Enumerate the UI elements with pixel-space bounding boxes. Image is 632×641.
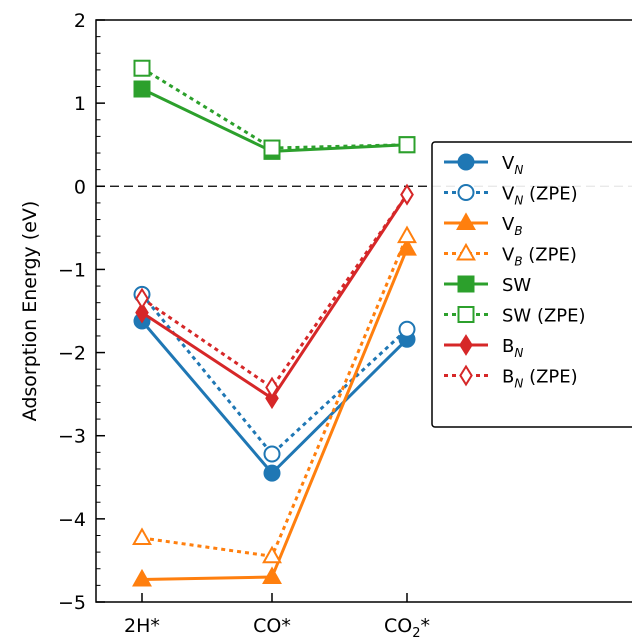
legend-entry-5: SW (ZPE) [444,306,586,327]
diamond-marker [459,364,473,387]
series-1 [133,285,416,463]
y-tick-label: −4 [58,509,86,531]
legend-label-subscript: N [514,194,523,208]
legend-entry-1: VN (ZPE) [444,184,578,208]
circle-marker [457,184,475,201]
legend-label-name: V [502,153,515,174]
square-marker [457,275,475,293]
legend-label-name: V [502,245,515,266]
legend-label-name: SW [502,275,531,296]
legend-label-suffix: (ZPE) [523,184,577,205]
legend-label: VN (ZPE) [502,184,578,208]
triangle-marker [132,568,152,587]
legend-label-subscript: B [514,255,522,269]
legend-label-name: B [502,367,514,388]
legend-entry-7: BN (ZPE) [444,364,578,391]
series-layer [132,59,417,587]
x-tick-label-subscript: 2 [412,626,420,641]
y-tick-label: −5 [58,592,86,614]
circle-marker [457,153,475,171]
legend-label-subscript: N [514,377,523,391]
y-axis-label: Adsorption Energy (eV) [19,201,41,422]
y-tick-label: −2 [58,343,86,365]
circle-marker [398,320,416,338]
x-tick-label-3: CO2* [384,615,430,641]
legend-label: VB (ZPE) [502,245,577,269]
series-2 [132,237,417,587]
legend-label: VB [502,214,523,238]
y-tick-label: −1 [58,259,86,281]
y-tick-label: 1 [74,93,86,115]
x-tick-label-main: CO* [253,615,291,637]
x-tick-label-main: CO [384,615,412,637]
legend-label: SW (ZPE) [502,306,586,327]
legend-label: VN [502,153,523,177]
legend-entry-2: VB [444,212,523,238]
legend-label: BN (ZPE) [502,367,578,391]
legend-label: SW [502,275,531,296]
circle-marker [263,445,281,463]
legend-label-name: V [502,214,515,235]
triangle-marker [262,566,282,585]
diamond-marker [459,334,473,356]
legend-label-name: V [502,184,515,205]
diamond-marker [265,376,279,399]
series-line [140,293,409,457]
y-tick-label: 2 [74,10,86,32]
legend-label-name: SW [502,306,531,327]
series-line [141,248,409,582]
legend-label-suffix: (ZPE) [523,367,577,388]
legend-label-suffix: (ZPE) [523,245,577,266]
series-5 [133,59,416,157]
diamond-marker [135,287,149,310]
triangle-marker [456,242,476,261]
x-tick-label-1: 2H* [124,615,160,637]
legend-entry-3: VB (ZPE) [444,242,577,269]
y-tick-label: 0 [74,176,86,198]
y-axis-ticks: 2 1 0 −1 −2 −3 −4 −5 [58,10,105,614]
legend-label-subscript: N [514,346,523,360]
x-tick-label-2: CO* [253,615,291,637]
plot-area [95,19,632,603]
x-axis-ticks: 2H* CO* CO2* [124,593,430,641]
square-marker [133,80,151,98]
square-marker [133,59,151,77]
plot-frame [95,19,632,603]
triangle-marker [132,527,152,545]
series-3 [132,225,417,564]
triangle-marker [456,212,476,230]
legend-frame [431,141,632,428]
square-marker [398,136,416,154]
series-line [141,193,409,390]
diamond-marker [135,301,149,324]
legend-label-suffix: (ZPE) [531,306,585,327]
circle-marker [263,464,281,482]
legend-entry-6: BN [444,334,523,360]
legend-label-subscript: N [514,163,523,177]
legend-label-name: B [502,336,514,357]
triangle-marker [262,545,282,564]
y-tick-label: −3 [58,426,86,448]
legend-label: BN [502,336,523,360]
square-marker [457,306,475,323]
legend-entry-4: SW [444,275,531,296]
x-tick-label-suffix: * [421,615,431,637]
triangle-marker [397,225,417,244]
series-7 [135,183,414,399]
legend-entry-0: VN [444,153,523,177]
diamond-marker [400,183,414,206]
square-marker [263,139,281,157]
legend-label-subscript: B [514,224,522,238]
x-tick-label-main: 2H* [124,615,160,637]
